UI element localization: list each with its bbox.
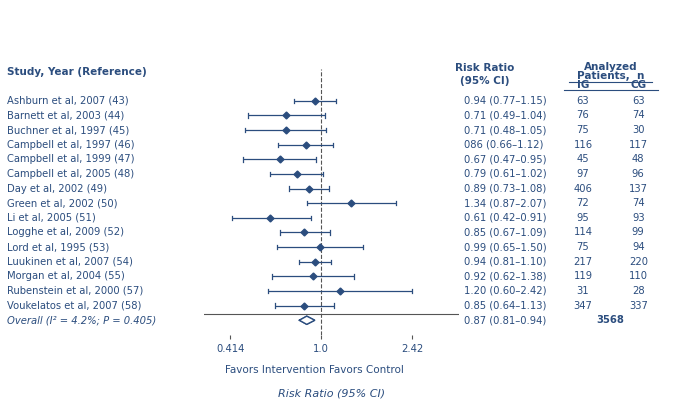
Text: 0.67 (0.47–0.95): 0.67 (0.47–0.95) [464, 154, 546, 164]
Text: 45: 45 [577, 154, 589, 164]
Text: Overall (I² = 4.2%; P = 0.405): Overall (I² = 4.2%; P = 0.405) [7, 315, 156, 325]
Text: 0.71 (0.49–1.04): 0.71 (0.49–1.04) [464, 111, 546, 121]
Text: 75: 75 [577, 125, 589, 135]
Text: Risk Ratio (95% CI): Risk Ratio (95% CI) [277, 388, 385, 398]
Text: 0.85 (0.67–1.09): 0.85 (0.67–1.09) [464, 228, 546, 238]
Text: Logghe et al, 2009 (52): Logghe et al, 2009 (52) [7, 228, 124, 238]
Text: 110: 110 [629, 271, 648, 281]
Text: 114: 114 [573, 228, 593, 238]
Text: Luukinen et al, 2007 (54): Luukinen et al, 2007 (54) [7, 257, 132, 267]
Polygon shape [299, 316, 315, 324]
Text: Lord et al, 1995 (53): Lord et al, 1995 (53) [7, 242, 109, 252]
Text: CG: CG [630, 80, 647, 90]
Text: Study, Year (Reference): Study, Year (Reference) [7, 67, 147, 77]
Text: 119: 119 [573, 271, 593, 281]
Text: 0.94 (0.81–1.10): 0.94 (0.81–1.10) [464, 257, 546, 267]
Text: 217: 217 [573, 257, 593, 267]
Text: 220: 220 [629, 257, 648, 267]
Text: Risk Ratio
(95% CI): Risk Ratio (95% CI) [455, 63, 514, 86]
Text: IG: IG [577, 80, 589, 90]
Text: 0.99 (0.65–1.50): 0.99 (0.65–1.50) [464, 242, 546, 252]
Text: Ashburn et al, 2007 (43): Ashburn et al, 2007 (43) [7, 96, 128, 106]
Text: Voukelatos et al, 2007 (58): Voukelatos et al, 2007 (58) [7, 301, 141, 311]
Text: 3568: 3568 [597, 315, 624, 325]
Text: 0.71 (0.48–1.05): 0.71 (0.48–1.05) [464, 125, 546, 135]
Text: 1.34 (0.87–2.07): 1.34 (0.87–2.07) [464, 198, 546, 208]
Text: 0.89 (0.73–1.08): 0.89 (0.73–1.08) [464, 183, 546, 193]
Text: 0.85 (0.64–1.13): 0.85 (0.64–1.13) [464, 301, 546, 311]
Text: 347: 347 [573, 301, 593, 311]
Text: 74: 74 [632, 198, 644, 208]
Text: 0.87 (0.81–0.94): 0.87 (0.81–0.94) [464, 315, 546, 325]
Text: 086 (0.66–1.12): 086 (0.66–1.12) [464, 140, 543, 150]
Text: 48: 48 [632, 154, 644, 164]
Text: 406: 406 [573, 183, 593, 193]
Text: 0.94 (0.77–1.15): 0.94 (0.77–1.15) [464, 96, 546, 106]
Text: 93: 93 [632, 213, 644, 223]
Text: Favors Control: Favors Control [329, 365, 404, 375]
Text: 94: 94 [632, 242, 644, 252]
Text: Morgan et al, 2004 (55): Morgan et al, 2004 (55) [7, 271, 125, 281]
Text: Green et al, 2002 (50): Green et al, 2002 (50) [7, 198, 117, 208]
Text: 137: 137 [629, 183, 648, 193]
Text: Buchner et al, 1997 (45): Buchner et al, 1997 (45) [7, 125, 129, 135]
Text: Analyzed: Analyzed [584, 62, 638, 72]
Text: 63: 63 [577, 96, 589, 106]
Text: Favors Intervention: Favors Intervention [226, 365, 326, 375]
Text: Campbell et al, 2005 (48): Campbell et al, 2005 (48) [7, 169, 134, 179]
Text: 28: 28 [632, 286, 644, 296]
Text: 95: 95 [577, 213, 589, 223]
Text: 97: 97 [577, 169, 589, 179]
Text: 63: 63 [632, 96, 644, 106]
Text: 117: 117 [629, 140, 648, 150]
Text: Campbell et al, 1997 (46): Campbell et al, 1997 (46) [7, 140, 135, 150]
Text: Barnett et al, 2003 (44): Barnett et al, 2003 (44) [7, 111, 124, 121]
Text: 0.92 (0.62–1.38): 0.92 (0.62–1.38) [464, 271, 546, 281]
Text: Patients,  n: Patients, n [577, 71, 644, 81]
Text: 75: 75 [577, 242, 589, 252]
Text: 96: 96 [632, 169, 644, 179]
Text: 1.20 (0.60–2.42): 1.20 (0.60–2.42) [464, 286, 546, 296]
Text: Rubenstein et al, 2000 (57): Rubenstein et al, 2000 (57) [7, 286, 143, 296]
Text: Campbell et al, 1999 (47): Campbell et al, 1999 (47) [7, 154, 135, 164]
Text: Day et al, 2002 (49): Day et al, 2002 (49) [7, 183, 107, 193]
Text: Li et al, 2005 (51): Li et al, 2005 (51) [7, 213, 96, 223]
Text: 0.61 (0.42–0.91): 0.61 (0.42–0.91) [464, 213, 546, 223]
Text: 76: 76 [577, 111, 589, 121]
Text: 72: 72 [577, 198, 589, 208]
Text: 0.79 (0.61–1.02): 0.79 (0.61–1.02) [464, 169, 546, 179]
Text: 337: 337 [629, 301, 648, 311]
Text: 31: 31 [577, 286, 589, 296]
Text: 30: 30 [632, 125, 644, 135]
Text: 116: 116 [573, 140, 593, 150]
Text: 99: 99 [632, 228, 644, 238]
Text: 74: 74 [632, 111, 644, 121]
